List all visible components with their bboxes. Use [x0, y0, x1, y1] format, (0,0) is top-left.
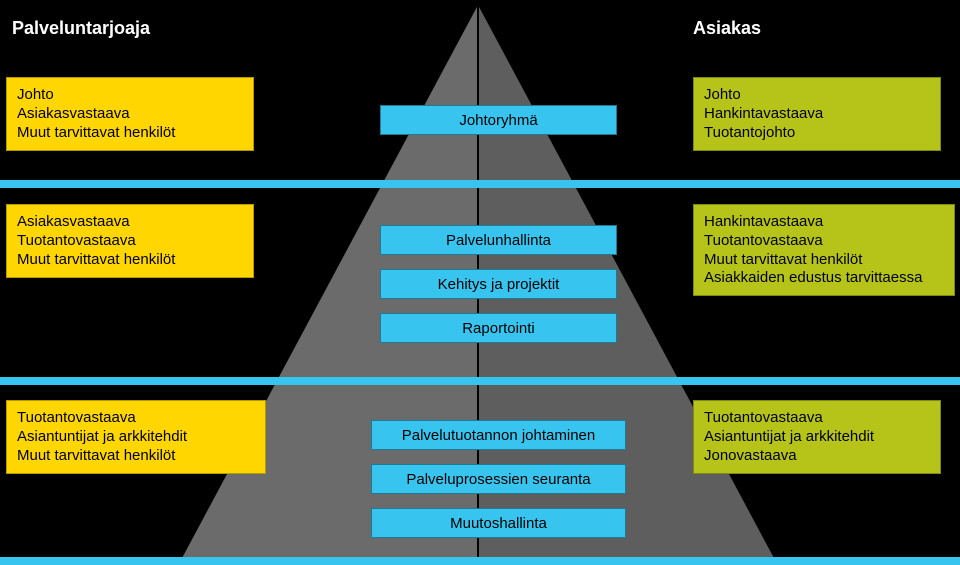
role-line: Tuotantovastaava: [17, 232, 243, 251]
role-line: Tuotantojohto: [704, 124, 930, 143]
role-line: Jonovastaava: [704, 447, 930, 466]
center-label: Palvelutuotannon johtaminen: [371, 420, 626, 450]
divider-rule: [0, 180, 960, 188]
role-line: Tuotantovastaava: [17, 409, 255, 428]
right-role-box: JohtoHankintavastaavaTuotantojohto: [693, 77, 941, 151]
role-line: Asiantuntijat ja arkkitehdit: [704, 428, 930, 447]
center-label: Raportointi: [380, 313, 617, 343]
role-line: Johto: [704, 86, 930, 105]
role-line: Hankintavastaava: [704, 105, 930, 124]
role-line: Muut tarvittavat henkilöt: [17, 251, 243, 270]
left-role-box: JohtoAsiakasvastaavaMuut tarvittavat hen…: [6, 77, 254, 151]
divider-rule: [0, 557, 960, 565]
role-line: Muut tarvittavat henkilöt: [17, 447, 255, 466]
center-label: Palvelunhallinta: [380, 225, 617, 255]
center-label: Kehitys ja projektit: [380, 269, 617, 299]
diagram-stage: Johtoryhmä Palvelunhallinta Kehitys ja pro…: [0, 0, 960, 565]
role-line: Asiakasvastaava: [17, 105, 243, 124]
left-role-box: TuotantovastaavaAsiantuntijat ja arkkite…: [6, 400, 266, 474]
role-line: Asiantuntijat ja arkkitehdit: [17, 428, 255, 447]
right-role-box: TuotantovastaavaAsiantuntijat ja arkkite…: [693, 400, 941, 474]
header-right: Asiakas: [693, 18, 761, 39]
role-line: Tuotantovastaava: [704, 409, 930, 428]
role-line: Muut tarvittavat henkilöt: [17, 124, 243, 143]
role-line: Johto: [17, 86, 243, 105]
left-role-box: AsiakasvastaavaTuotantovastaavaMuut tarv…: [6, 204, 254, 278]
divider-rule: [0, 377, 960, 385]
role-line: Asiakkaiden edustus tarvittaessa: [704, 269, 944, 288]
role-line: Muut tarvittavat henkilöt: [704, 251, 944, 270]
center-label: Palveluprosessien seuranta: [371, 464, 626, 494]
role-line: Hankintavastaava: [704, 213, 944, 232]
right-role-box: HankintavastaavaTuotantovastaavaMuut tar…: [693, 204, 955, 296]
header-left: Palveluntarjoaja: [12, 18, 150, 39]
center-label: Muutoshallinta: [371, 508, 626, 538]
role-line: Tuotantovastaava: [704, 232, 944, 251]
center-label: Johtoryhmä: [380, 105, 617, 135]
role-line: Asiakasvastaava: [17, 213, 243, 232]
